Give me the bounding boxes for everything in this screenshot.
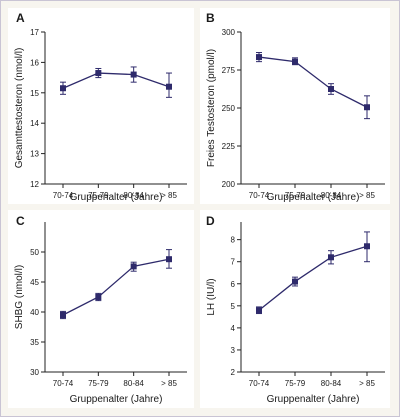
panel-a-y-tick-label: 12 [30, 180, 39, 189]
panel-a-data-point [166, 83, 172, 90]
panel-d-y-tick-label: 8 [231, 236, 236, 245]
panel-d-letter: D [206, 214, 215, 228]
panel-a-y-tick-label: 16 [30, 58, 39, 67]
panel-a-y-tick-label: 13 [30, 150, 39, 159]
panel-b-data-point [292, 58, 298, 65]
panel-b-x-tick-label: 70-74 [249, 191, 270, 200]
panel-b-y-tick-label: 200 [222, 180, 236, 189]
panel-a-data-point [130, 71, 137, 78]
panel-d-x-tick-label: 75-79 [285, 379, 306, 388]
panel-a-y-axis-title: Gesamttestosteron (nmol/l) [14, 48, 25, 169]
panel-d-y-tick-label: 5 [231, 302, 236, 311]
panel-d-x-tick-label: > 85 [359, 379, 375, 388]
panel-b-x-tick-label: 80-84 [321, 191, 342, 200]
panel-c-x-tick-label: 80-84 [123, 379, 144, 388]
panel-a-y-tick-label: 17 [30, 28, 39, 37]
panel-c-x-tick-label: 75-79 [88, 379, 109, 388]
panel-b-y-tick-label: 250 [222, 104, 236, 113]
panel-d-x-axis-title: Gruppenalter (Jahre) [267, 394, 360, 405]
panel-c-y-tick-label: 45 [30, 278, 39, 287]
panel-a-y-tick-label: 15 [30, 89, 39, 98]
panel-d-data-point [292, 278, 298, 285]
panel-a-letter: A [16, 11, 25, 25]
panel-b-data-point [328, 86, 334, 92]
panel-c-data-point [166, 256, 172, 263]
panel-a-x-tick-label: > 85 [161, 191, 177, 200]
panel-b-y-axis-title: Freies Testosteron (pmol/l) [206, 49, 217, 167]
panel-b-x-tick-label: 75-79 [285, 191, 306, 200]
panel-c-background [8, 210, 194, 408]
panel-c-y-tick-label: 50 [30, 248, 39, 257]
panel-c-x-axis-title: Gruppenalter (Jahre) [70, 394, 163, 405]
panel-c-y-axis-title: SHBG (nmol/l) [14, 265, 25, 329]
panel-d-y-tick-label: 4 [231, 324, 236, 333]
panel-c-x-tick-label: > 85 [161, 379, 177, 388]
panel-a-y-tick-label: 14 [30, 119, 39, 128]
panel-b-data-point [364, 104, 370, 111]
panel-c-y-tick-label: 40 [30, 308, 39, 317]
panel-d-data-point [328, 254, 334, 261]
panel-b-x-axis-title: Gruppenalter (Jahre) [267, 192, 360, 203]
panel-b-background [200, 8, 390, 204]
panel-d-data-point [256, 307, 262, 314]
panel-a-x-axis-title: Gruppenalter (Jahre) [70, 192, 163, 203]
panel-c-data-point [130, 263, 137, 270]
panel-a-data-point [95, 70, 102, 77]
panel-b-data-point [256, 54, 262, 61]
panel-c-x-tick-label: 70-74 [53, 379, 74, 388]
panel-a-x-tick-label: 80-84 [123, 191, 144, 200]
panel-d-y-tick-label: 3 [231, 346, 236, 355]
panel-c-y-tick-label: 35 [30, 338, 39, 347]
panel-d-x-tick-label: 70-74 [249, 379, 270, 388]
panel-d-y-tick-label: 7 [231, 258, 236, 267]
panel-b-y-tick-label: 275 [222, 66, 236, 75]
panel-a-data-point [60, 85, 66, 92]
panel-c-y-tick-label: 30 [30, 368, 39, 377]
panel-d-series-line [258, 245, 368, 311]
panel-a-series-line [62, 72, 170, 89]
panel-a-background [8, 8, 194, 204]
panel-c-data-point [60, 312, 66, 318]
panel-d-data-point [364, 243, 370, 250]
panel-b-y-tick-label: 300 [222, 28, 236, 37]
panel-b-x-tick-label: > 85 [359, 191, 375, 200]
panel-a-x-tick-label: 75-79 [88, 191, 109, 200]
panel-c-letter: C [16, 214, 25, 228]
panel-d-y-axis-title: LH (IU/l) [206, 278, 217, 315]
panel-c-data-point [95, 294, 102, 300]
panel-d-y-tick-label: 2 [231, 368, 236, 377]
panel-a-x-tick-label: 70-74 [53, 191, 74, 200]
panel-b-series-line [258, 56, 368, 108]
panel-d-y-tick-label: 6 [231, 280, 236, 289]
panel-b-letter: B [206, 11, 215, 25]
panel-b-y-tick-label: 225 [222, 142, 236, 151]
panel-c-series-line [62, 258, 170, 316]
panel-d-x-tick-label: 80-84 [321, 379, 342, 388]
